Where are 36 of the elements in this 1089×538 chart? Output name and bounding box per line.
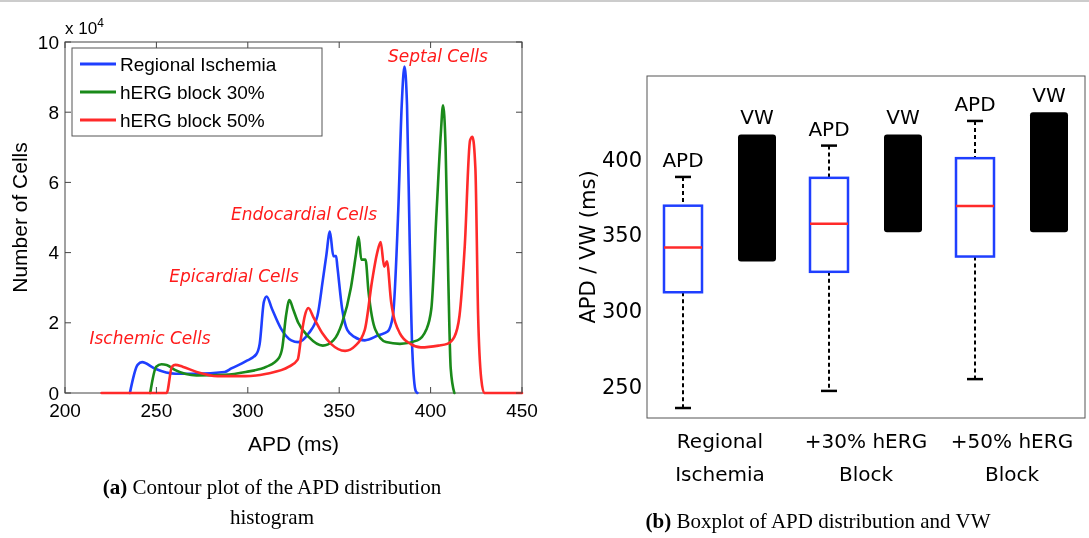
annotation: Epicardial Cells [169, 265, 299, 286]
x-tick-label: Regional Ischemia [675, 429, 765, 486]
x-tick-label: 400 [414, 400, 447, 421]
y-axis-title: APD / VW (ms) [576, 170, 600, 324]
x-axis-title: APD (ms) [248, 432, 339, 455]
text: (a) Contour plot of the APD distribution histogram [102, 475, 442, 529]
x-tick-label: 300 [231, 400, 264, 421]
y-tick-label: 8 [48, 101, 59, 123]
x-tick-label: 350 [323, 400, 356, 421]
y-tick-label: 350 [601, 223, 642, 248]
series-label: VW [740, 105, 774, 130]
text: (b) Boxplot of APD distribution and VW [645, 509, 991, 533]
annotation: Ischemic Cells [89, 327, 211, 348]
y-tick-label: 250 [601, 374, 642, 399]
y-axis-title: Number of Cells [8, 142, 31, 293]
legend-label: hERG block 30% [120, 81, 265, 103]
x-tick-label: 250 [140, 400, 173, 421]
text: APD [954, 91, 996, 116]
series-label: APD [662, 147, 704, 172]
annotation: Septal Cells [388, 45, 489, 66]
y-tick-label: 4 [48, 242, 60, 264]
y-tick-label: 2 [48, 312, 59, 334]
y-tick-label: 300 [601, 298, 642, 323]
text: x 10$^{4}$ [65, 16, 105, 38]
x-tick-label: 450 [506, 400, 538, 421]
legend-label: hERG block 50% [120, 109, 265, 131]
x-tick-label: +50% hERG Block [950, 429, 1074, 486]
legend-label: Regional Ischemia [120, 53, 277, 75]
y-tick-label: 10 [37, 31, 59, 53]
annotation: Endocardial Cells [230, 203, 378, 224]
text: VW [1032, 83, 1066, 108]
text: APD [808, 116, 850, 141]
y-tick-label: 400 [601, 147, 642, 172]
y-tick-label: 6 [48, 172, 59, 194]
text: VW [886, 105, 920, 130]
x-tick-label: +30% hERG Block [804, 429, 928, 486]
